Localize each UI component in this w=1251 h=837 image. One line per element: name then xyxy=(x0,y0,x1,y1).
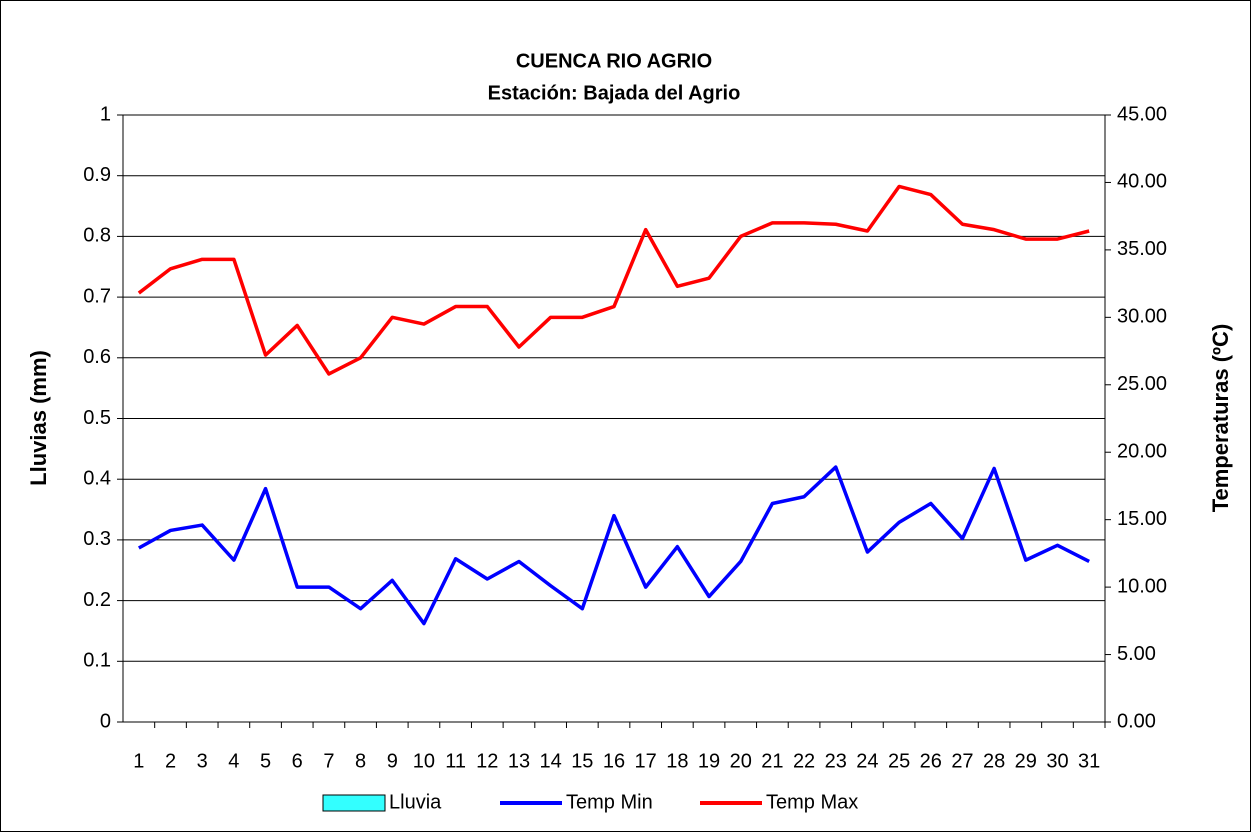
x-tick-label: 26 xyxy=(920,750,942,772)
x-tick-label: 20 xyxy=(730,750,752,772)
x-tick-label: 1 xyxy=(133,750,144,772)
y-tick-label: 0.5 xyxy=(83,407,111,429)
y-tick-label: 0.7 xyxy=(83,285,111,307)
y-axis-label: Lluvias (mm) xyxy=(26,350,51,486)
y-tick-label: 0.3 xyxy=(83,528,111,550)
x-tick-label: 9 xyxy=(387,750,398,772)
x-tick-label: 7 xyxy=(323,750,334,772)
y2-axis-label: Temperaturas (ºC) xyxy=(1208,324,1233,513)
x-tick-label: 27 xyxy=(951,750,973,772)
y2-tick-label: 20.00 xyxy=(1117,441,1167,463)
y-tick-label: 0.8 xyxy=(83,225,111,247)
legend-label: Temp Min xyxy=(566,791,653,813)
x-tick-label: 29 xyxy=(1015,750,1037,772)
legend-swatch xyxy=(322,794,386,812)
x-tick-label: 30 xyxy=(1046,750,1068,772)
y2-tick-label: 35.00 xyxy=(1117,238,1167,260)
y-tick-label: 0.4 xyxy=(83,467,111,489)
x-tick-label: 3 xyxy=(197,750,208,772)
y2-tick-label: 40.00 xyxy=(1117,171,1167,193)
y-tick-label: 0.9 xyxy=(83,164,111,186)
y-tick-label: 0.1 xyxy=(83,650,111,672)
x-tick-label: 21 xyxy=(761,750,783,772)
x-tick-label: 23 xyxy=(825,750,847,772)
y-tick-label: 1 xyxy=(100,103,111,125)
y2-tick-label: 15.00 xyxy=(1117,508,1167,530)
x-tick-label: 22 xyxy=(793,750,815,772)
x-tick-label: 24 xyxy=(856,750,878,772)
x-tick-label: 28 xyxy=(983,750,1005,772)
x-tick-label: 4 xyxy=(228,750,239,772)
x-tick-label: 31 xyxy=(1078,750,1100,772)
y2-tick-label: 45.00 xyxy=(1117,103,1167,125)
y2-tick-label: 25.00 xyxy=(1117,373,1167,395)
x-tick-label: 25 xyxy=(888,750,910,772)
y2-tick-label: 30.00 xyxy=(1117,306,1167,328)
x-tick-label: 14 xyxy=(540,750,562,772)
y-tick-label: 0 xyxy=(100,710,111,732)
x-tick-label: 16 xyxy=(603,750,625,772)
y2-tick-label: 10.00 xyxy=(1117,575,1167,597)
x-tick-label: 10 xyxy=(413,750,435,772)
line-series xyxy=(137,465,1090,626)
legend-label: Lluvia xyxy=(389,791,442,813)
legend-label: Temp Max xyxy=(766,791,858,813)
y-tick-label: 0.2 xyxy=(83,589,111,611)
x-tick-label: 19 xyxy=(698,750,720,772)
x-tick-label: 15 xyxy=(571,750,593,772)
x-tick-label: 17 xyxy=(635,750,657,772)
x-tick-label: 6 xyxy=(292,750,303,772)
x-tick-label: 5 xyxy=(260,750,271,772)
x-tick-label: 12 xyxy=(476,750,498,772)
y2-tick-label: 5.00 xyxy=(1117,643,1156,665)
chart-subtitle: Estación: Bajada del Agrio xyxy=(488,82,741,104)
y-tick-label: 0.6 xyxy=(83,346,111,368)
x-tick-label: 2 xyxy=(165,750,176,772)
x-tick-label: 11 xyxy=(445,750,466,772)
x-tick-label: 13 xyxy=(508,750,530,772)
y2-tick-label: 0.00 xyxy=(1117,710,1156,732)
chart-title: CUENCA RIO AGRIO xyxy=(516,50,712,72)
line-series xyxy=(137,184,1090,376)
x-tick-label: 18 xyxy=(666,750,688,772)
x-tick-label: 8 xyxy=(355,750,366,772)
